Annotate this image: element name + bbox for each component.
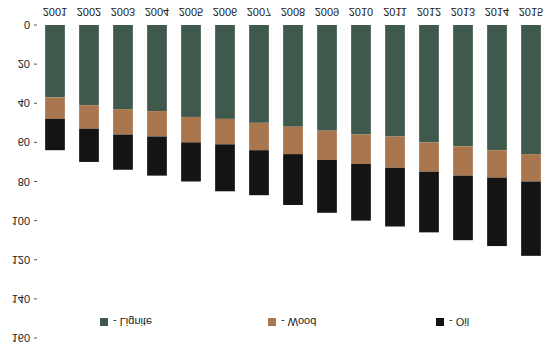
x-axis: 2001 2002 2003 2004 2005 2006 2007 2008 2009 2010… (43, 6, 543, 18)
bar-segment (45, 97, 65, 119)
bar-segment (385, 168, 405, 227)
legend-label: - Oil (449, 316, 469, 328)
bar-segment (215, 144, 235, 191)
bar-segment (419, 25, 439, 142)
bar-segment (487, 178, 507, 246)
y-tick-label: 20 (18, 58, 30, 70)
bar-segment (147, 137, 167, 176)
x-tick-label: 2010 (349, 6, 373, 18)
x-tick-label: 2007 (247, 6, 271, 18)
bar-segment (419, 142, 439, 171)
bar-segment (249, 150, 269, 195)
y-tick-label: 80 (18, 176, 30, 188)
y-tick (34, 25, 37, 26)
bar-segment (215, 25, 235, 119)
bar-segment (283, 127, 303, 154)
mirrored-root: 0204060801001201401602001200220032004200… (12, 6, 544, 344)
bar-segment (113, 25, 133, 109)
y-tick (34, 338, 37, 339)
x-tick-label: 2012 (417, 6, 441, 18)
x-tick-label: 2011 (383, 6, 407, 18)
bar-segment (385, 137, 405, 168)
bar-segment (79, 105, 99, 128)
bar-segment (521, 25, 541, 154)
y-tick-label: 40 (18, 97, 30, 109)
bar-segment (45, 25, 65, 97)
bar-segment (521, 182, 541, 256)
y-tick (34, 181, 37, 182)
legend-swatch (268, 318, 276, 326)
bar-segment (181, 25, 201, 117)
legend: - Lignite - Wood - Oil (100, 316, 469, 328)
y-tick (34, 142, 37, 143)
bar-segment (113, 135, 133, 170)
bar-segment (79, 129, 99, 162)
bar-segment (453, 25, 473, 146)
x-tick-label: 2009 (315, 6, 339, 18)
bar-segment (453, 176, 473, 241)
x-tick-label: 2008 (281, 6, 305, 18)
bar-segment (45, 119, 65, 150)
x-tick-label: 2015 (519, 6, 543, 18)
bar-segment (317, 160, 337, 213)
y-tick-label: 140 (12, 293, 30, 305)
x-tick-label: 2005 (179, 6, 203, 18)
bar-segment (487, 150, 507, 177)
x-tick-label: 2001 (43, 6, 67, 18)
bar-segment (249, 25, 269, 123)
legend-swatch (100, 318, 108, 326)
y-tick-label: 120 (12, 254, 30, 266)
bar-segment (283, 154, 303, 205)
bar-segment (283, 25, 303, 127)
bar-segment (249, 123, 269, 150)
bar-segment (317, 25, 337, 131)
bar-segment (113, 109, 133, 134)
y-tick-label: 100 (12, 215, 30, 227)
bar-segment (351, 135, 371, 164)
y-tick (34, 259, 37, 260)
bar-segment (453, 146, 473, 175)
bar-segment (487, 25, 507, 150)
bar-segment (385, 25, 405, 137)
bar-segment (351, 25, 371, 135)
y-tick-label: 160 (12, 332, 30, 344)
y-tick (34, 220, 37, 221)
bar-segment (351, 164, 371, 221)
bar-segment (147, 25, 167, 111)
y-tick (34, 103, 37, 104)
bar-segment (215, 119, 235, 144)
bar-segment (419, 172, 439, 233)
y-tick-label: 0 (24, 19, 30, 31)
x-tick-label: 2014 (485, 6, 509, 18)
bars (45, 25, 541, 256)
bar-segment (521, 154, 541, 181)
y-axis: 0 20 40 60 80 100 120 140 160 (12, 19, 37, 344)
bar-segment (181, 117, 201, 142)
legend-swatch (436, 318, 444, 326)
legend-label: - Lignite (113, 316, 152, 328)
x-tick-label: 2013 (451, 6, 475, 18)
bar-segment (147, 111, 167, 136)
legend-label: - Wood (281, 316, 316, 328)
y-tick-label: 60 (18, 136, 30, 148)
bar-segment (181, 142, 201, 181)
bar-segment (317, 131, 337, 160)
x-tick-label: 2006 (213, 6, 237, 18)
y-tick (34, 298, 37, 299)
x-tick-label: 2002 (77, 6, 101, 18)
x-tick-label: 2004 (145, 6, 169, 18)
chart-svg: 0204060801001201401602001200220032004200… (0, 0, 553, 345)
chart-container: 0204060801001201401602001200220032004200… (0, 0, 553, 345)
y-tick (34, 64, 37, 65)
bar-segment (79, 25, 99, 105)
x-tick-label: 2003 (111, 6, 135, 18)
